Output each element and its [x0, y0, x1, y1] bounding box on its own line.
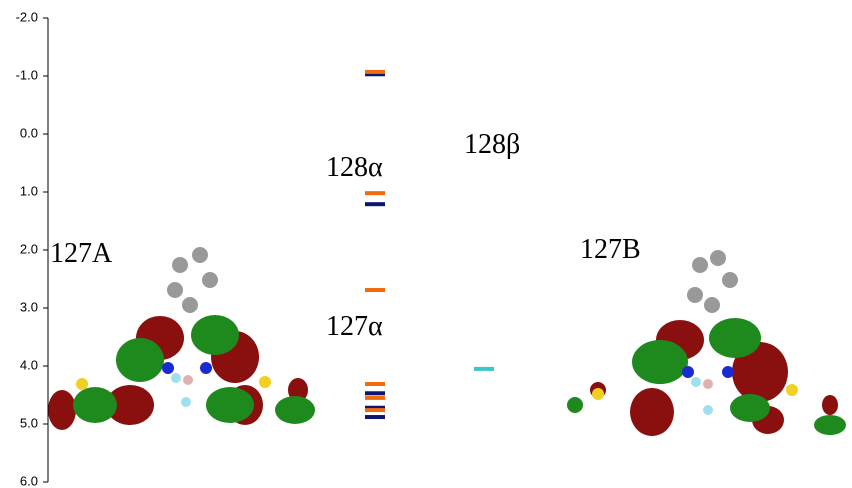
annotation: 128α — [326, 152, 383, 183]
annotation: 128β — [464, 129, 520, 160]
energy-level — [365, 288, 385, 292]
y-tick-label: -2.0 — [16, 9, 38, 24]
energy-level — [365, 382, 385, 386]
energy-level — [365, 191, 385, 195]
annotation: 127A — [50, 238, 113, 269]
energy-level — [474, 367, 494, 371]
y-tick-label: 2.0 — [20, 241, 38, 256]
page: -2.0 -1.0 0.0 1.0 2.0 3.0 4.0 5.0 6.0 128α 128β 127… — [0, 0, 852, 488]
energy-level — [365, 408, 385, 412]
energy-level — [365, 391, 385, 395]
energy-level — [365, 415, 385, 419]
annotation: 127B — [580, 234, 641, 265]
molecule-127b — [567, 250, 846, 436]
y-tick-label: 6.0 — [20, 473, 38, 488]
energy-level — [365, 396, 385, 400]
energy-level — [365, 70, 385, 74]
chart: -2.0 -1.0 0.0 1.0 2.0 3.0 4.0 5.0 6.0 128α 128β 127… — [0, 0, 852, 488]
y-tick-label: 5.0 — [20, 415, 38, 430]
energy-level — [365, 202, 385, 206]
annotation: 127α — [326, 311, 383, 342]
y-tick-label: 3.0 — [20, 299, 38, 314]
y-tick-label: 1.0 — [20, 183, 38, 198]
y-tick-label: 0.0 — [20, 125, 38, 140]
molecule-127a — [48, 247, 315, 430]
y-tick-label: 4.0 — [20, 357, 38, 372]
y-tick-label: -1.0 — [16, 67, 38, 82]
